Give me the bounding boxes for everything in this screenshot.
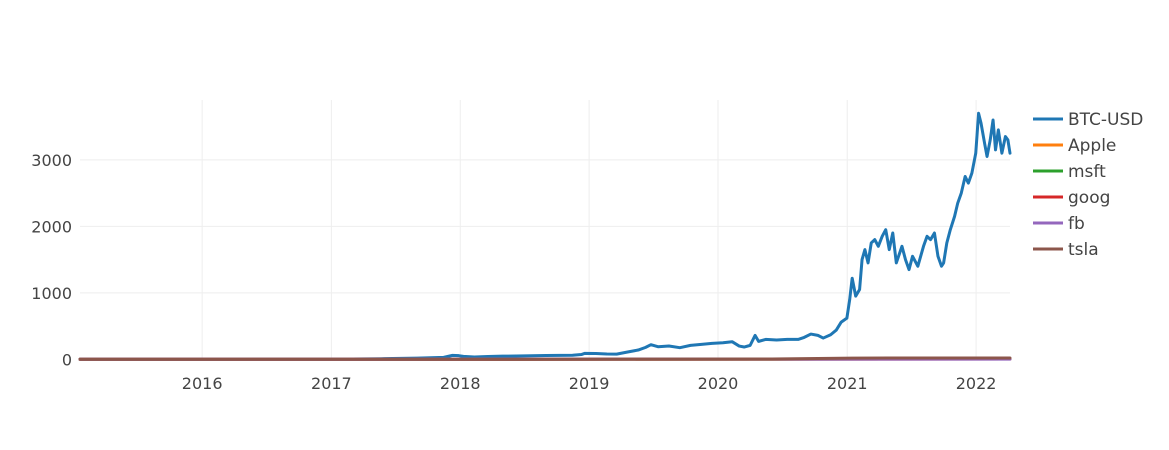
legend-item-goog[interactable]: goog: [1033, 188, 1110, 208]
x-tick-label: 2020: [698, 374, 739, 393]
x-tick-label: 2016: [182, 374, 223, 393]
series-lines: [78, 111, 1012, 361]
y-axis-tick-labels: 0 1000 2000 3000: [31, 151, 72, 369]
series-line-btc-usd: [78, 111, 1012, 361]
x-tick-label: 2021: [827, 374, 868, 393]
y-tick-label: 3000: [31, 151, 72, 170]
legend-item-btc-usd[interactable]: BTC-USD: [1033, 110, 1143, 130]
legend-item-fb[interactable]: fb: [1033, 214, 1085, 234]
x-axis-tick-labels: 2016 2017 2018 2019 2020 2021 2022: [182, 374, 997, 393]
y-tick-label: 2000: [31, 217, 72, 236]
legend-item-msft[interactable]: msft: [1033, 162, 1106, 182]
legend-label: Apple: [1068, 136, 1116, 156]
legend-item-apple[interactable]: Apple: [1033, 136, 1116, 156]
legend-label: msft: [1068, 162, 1106, 182]
legend[interactable]: BTC-USD Apple msft goog fb tsla: [1033, 110, 1143, 260]
legend-item-tsla[interactable]: tsla: [1033, 240, 1099, 260]
x-tick-label: 2022: [956, 374, 997, 393]
legend-label: fb: [1068, 214, 1085, 234]
legend-label: BTC-USD: [1068, 110, 1143, 130]
legend-label: tsla: [1068, 240, 1099, 260]
x-tick-label: 2019: [569, 374, 610, 393]
x-tick-label: 2017: [311, 374, 352, 393]
y-tick-label: 1000: [31, 284, 72, 303]
legend-label: goog: [1068, 188, 1110, 208]
y-tick-label: 0: [62, 350, 72, 369]
x-tick-label: 2018: [440, 374, 481, 393]
series-line-tsla: [78, 356, 1012, 361]
